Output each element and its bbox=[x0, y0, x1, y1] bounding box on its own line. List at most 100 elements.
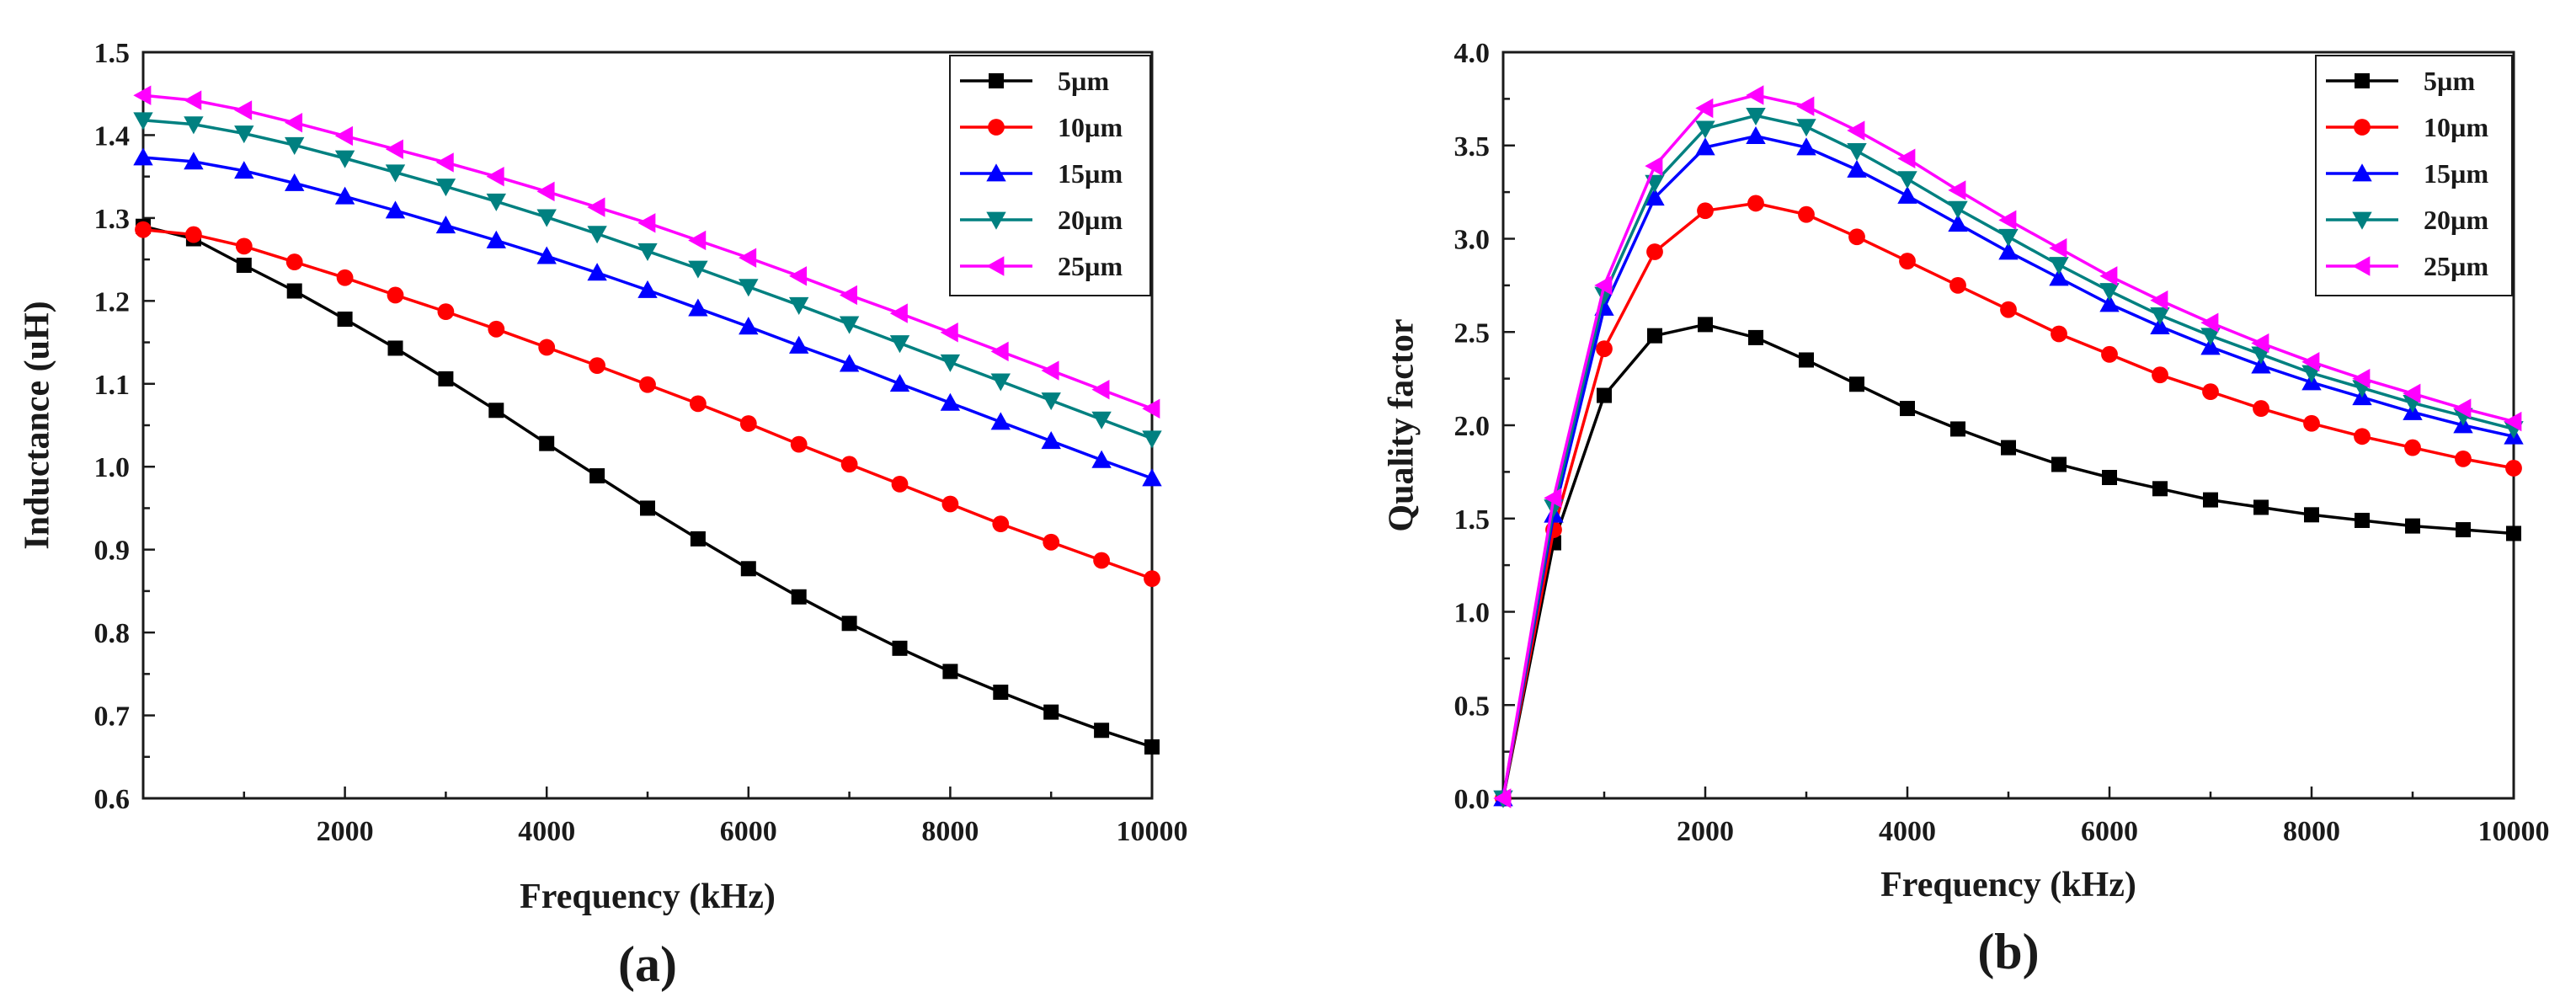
data-point bbox=[185, 226, 202, 243]
y-tick-label: 3.5 bbox=[1454, 131, 1491, 163]
legend-box bbox=[949, 55, 1151, 296]
y-tick-label: 1.5 bbox=[94, 38, 131, 69]
data-point bbox=[334, 186, 355, 205]
y-axis-title: Inductance (uH) bbox=[19, 301, 57, 549]
data-point bbox=[1646, 243, 1663, 260]
data-point bbox=[2051, 456, 2067, 472]
data-point bbox=[1950, 421, 1965, 437]
data-point bbox=[2355, 512, 2370, 528]
data-point bbox=[1948, 200, 1968, 219]
data-point bbox=[2455, 450, 2472, 467]
legend-label: 10µm bbox=[2424, 112, 2488, 142]
data-point bbox=[1144, 739, 1160, 755]
y-axis-title: Quality factor bbox=[1383, 318, 1421, 531]
data-point bbox=[285, 136, 305, 155]
data-point bbox=[589, 468, 605, 484]
y-tick-label: 0.0 bbox=[1454, 784, 1491, 815]
data-point bbox=[133, 147, 153, 166]
series-20um bbox=[133, 112, 1162, 449]
legend-marker bbox=[989, 73, 1004, 88]
data-point bbox=[486, 230, 506, 248]
data-point bbox=[992, 515, 1010, 533]
data-point bbox=[1949, 276, 1966, 294]
legend-label: 25µm bbox=[1058, 251, 1123, 281]
y-tick-label: 1.5 bbox=[1454, 504, 1491, 536]
data-point bbox=[285, 253, 303, 270]
y-tick-label: 3.0 bbox=[1454, 225, 1491, 256]
data-point bbox=[184, 152, 204, 170]
data-point bbox=[688, 260, 708, 279]
data-point bbox=[688, 230, 707, 251]
chart-panel-a: 2000 4000 6000 8000 10000 0.6 0.7 0.8 0.9 1.0 1.1 1… bbox=[19, 38, 1188, 992]
data-point bbox=[435, 179, 456, 197]
data-point bbox=[1798, 205, 1815, 223]
chart-panel-b: 2000 4000 6000 8000 10000 0.0 0.5 1.0 1.5 2.0 2.5 3… bbox=[1383, 38, 2550, 979]
legend-marker bbox=[986, 211, 1006, 230]
data-point bbox=[1041, 360, 1059, 381]
legend-marker bbox=[986, 163, 1006, 182]
data-point bbox=[1747, 195, 1764, 212]
data-point bbox=[234, 100, 253, 120]
data-point bbox=[993, 684, 1009, 700]
y-tick-label: 1.0 bbox=[94, 452, 131, 483]
legend: 5µm 10µm 15µm 20µm 25µm bbox=[949, 55, 1151, 296]
data-point bbox=[789, 335, 809, 354]
data-point bbox=[387, 286, 404, 304]
data-point bbox=[1847, 159, 1867, 178]
y-tick-label: 0.9 bbox=[94, 536, 131, 567]
data-point bbox=[2352, 368, 2371, 389]
data-point bbox=[839, 354, 860, 372]
data-point bbox=[941, 495, 959, 513]
data-point bbox=[892, 640, 908, 656]
data-point bbox=[1799, 352, 1814, 368]
data-point bbox=[739, 248, 757, 268]
y-tick-label: 2.5 bbox=[1454, 317, 1491, 349]
data-point bbox=[2505, 460, 2522, 477]
data-point bbox=[1897, 148, 1916, 168]
data-point bbox=[234, 125, 254, 144]
data-point bbox=[2152, 366, 2168, 384]
x-tick-label: 6000 bbox=[720, 816, 777, 847]
data-point bbox=[538, 339, 556, 356]
data-point bbox=[1041, 392, 1061, 411]
data-point bbox=[789, 266, 808, 286]
data-point bbox=[587, 197, 605, 217]
data-point bbox=[437, 303, 455, 321]
data-point bbox=[1998, 210, 2017, 231]
legend-marker bbox=[2352, 163, 2372, 182]
data-point bbox=[1093, 552, 1110, 569]
data-point bbox=[688, 298, 708, 317]
data-point bbox=[637, 213, 656, 233]
data-point bbox=[1796, 119, 1816, 137]
data-point bbox=[2051, 325, 2067, 343]
data-point bbox=[2405, 518, 2420, 534]
data-point bbox=[2253, 400, 2269, 417]
data-point bbox=[690, 531, 706, 547]
legend-label: 15µm bbox=[1058, 158, 1123, 189]
legend-marker bbox=[2352, 211, 2372, 230]
y-tick-label: 1.4 bbox=[94, 120, 131, 152]
x-tick-label: 6000 bbox=[2081, 816, 2138, 847]
data-point bbox=[2403, 383, 2421, 404]
x-tick-label: 10000 bbox=[1117, 816, 1188, 847]
y-tick-label: 0.8 bbox=[94, 618, 131, 649]
data-point bbox=[990, 341, 1009, 362]
data-point bbox=[1849, 376, 1864, 392]
legend-label: 10µm bbox=[1058, 112, 1123, 142]
data-point bbox=[387, 340, 403, 356]
data-point bbox=[640, 500, 655, 516]
data-point bbox=[942, 664, 958, 680]
data-point bbox=[334, 125, 353, 147]
data-point bbox=[1796, 137, 1816, 156]
data-point bbox=[739, 415, 757, 432]
data-point bbox=[637, 280, 658, 298]
data-point bbox=[1748, 329, 1763, 345]
data-point bbox=[2099, 294, 2120, 312]
panel-label: (a) bbox=[618, 936, 677, 992]
data-point bbox=[839, 285, 857, 306]
data-point bbox=[690, 395, 707, 413]
series-5um bbox=[1496, 317, 2521, 806]
data-point bbox=[2304, 507, 2319, 523]
data-point bbox=[1796, 96, 1815, 116]
y-tick-label: 0.7 bbox=[94, 701, 131, 733]
